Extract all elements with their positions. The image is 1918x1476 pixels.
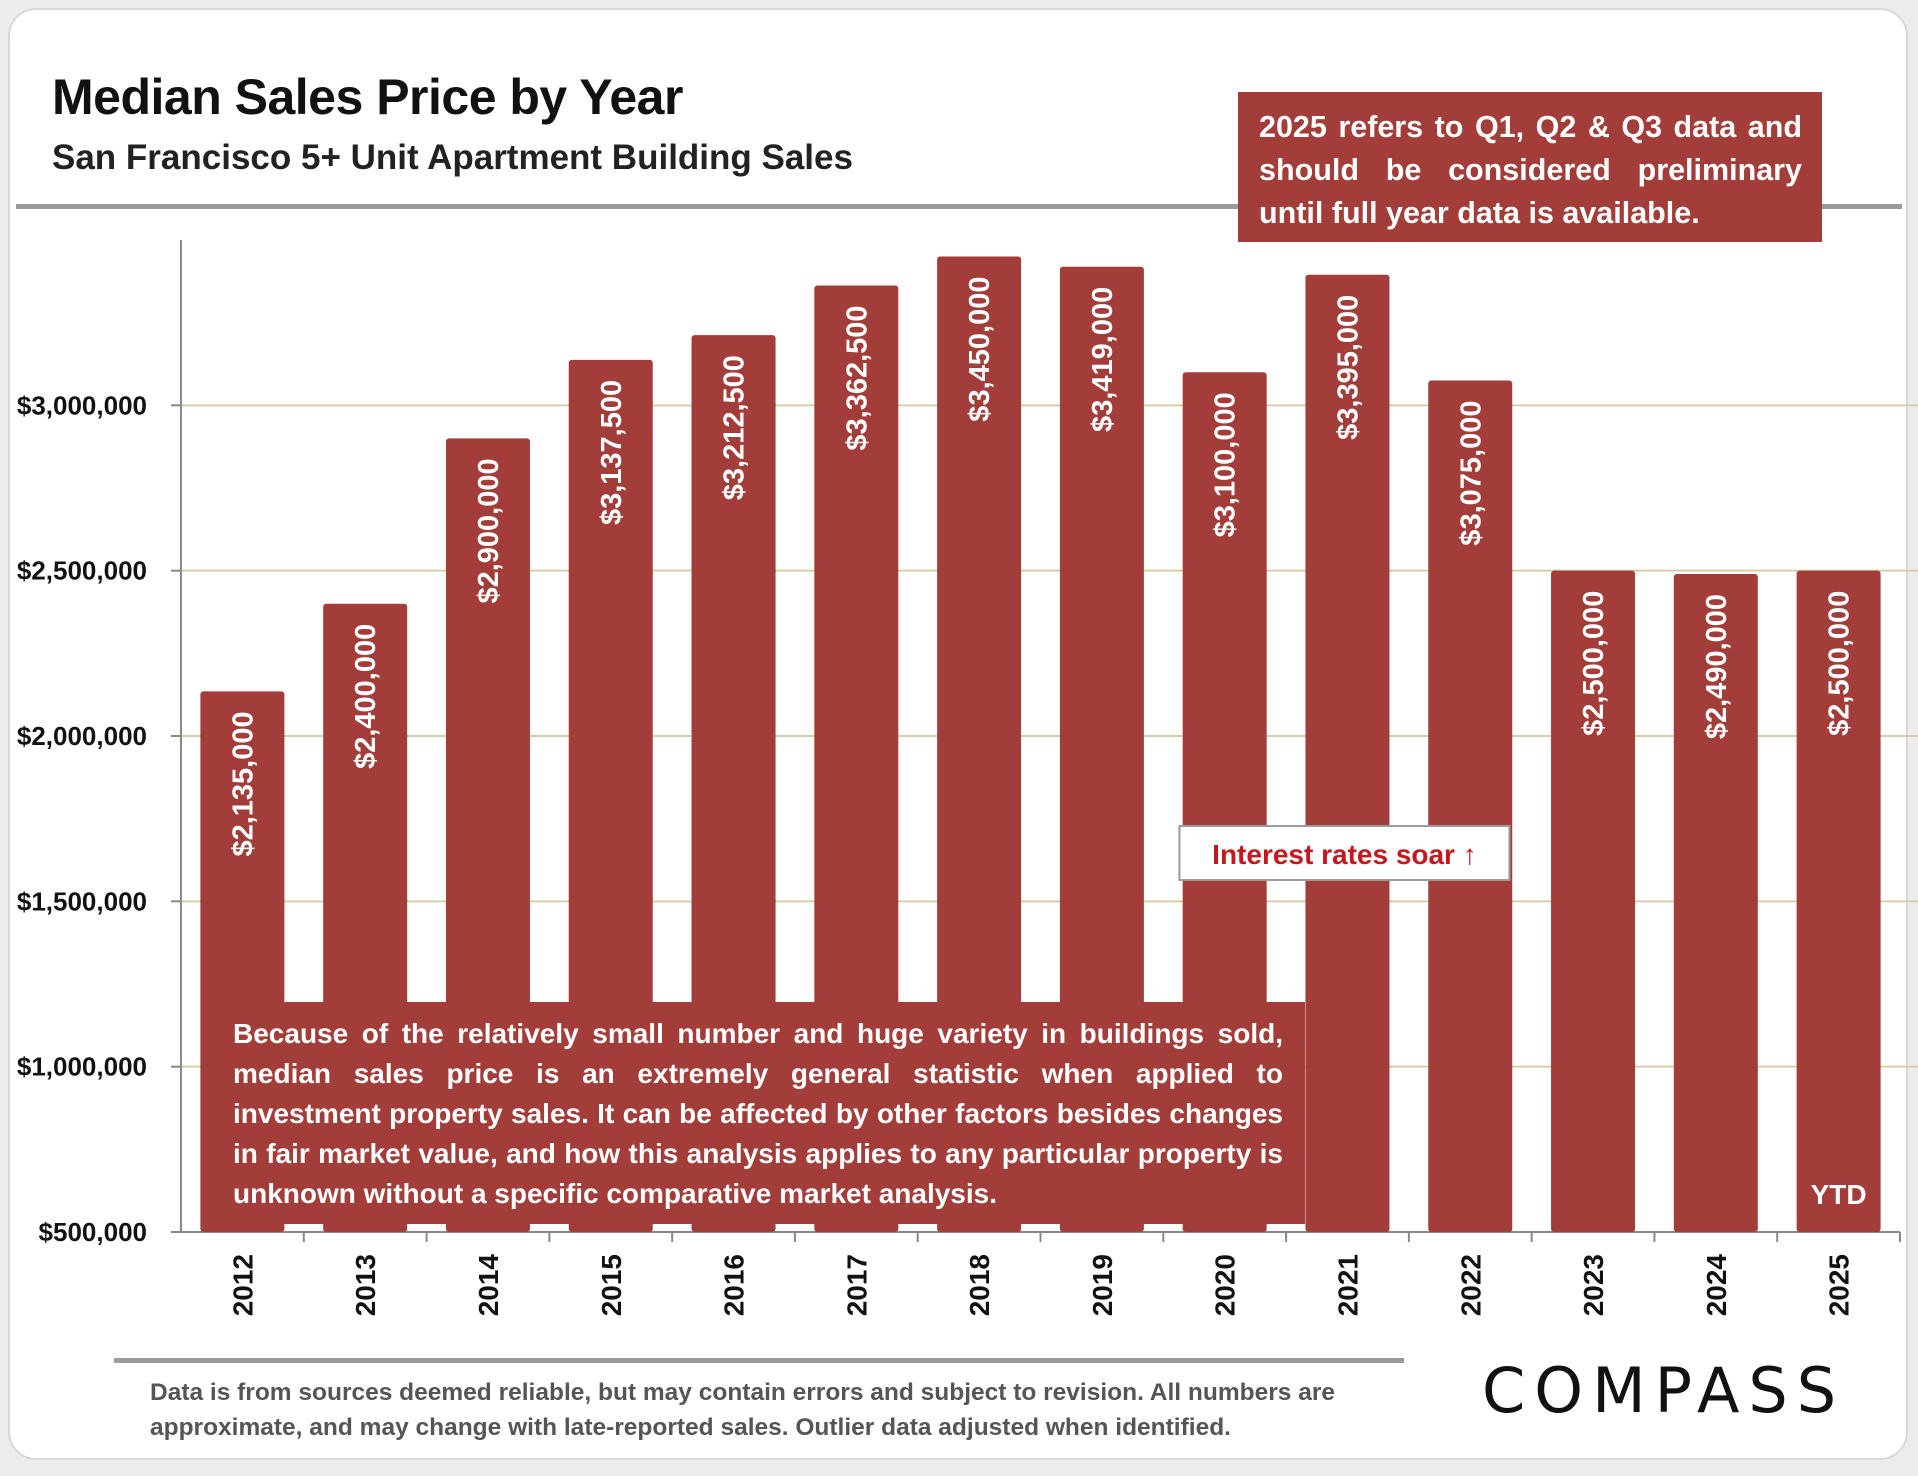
x-tick-label: 2020 xyxy=(1210,1254,1241,1316)
data-label: $2,490,000 xyxy=(1701,594,1733,739)
x-tick-label: 2021 xyxy=(1332,1254,1363,1316)
interest-rates-annotation-box xyxy=(1178,825,1511,881)
methodology-note: Because of the relatively small number a… xyxy=(201,1002,1305,1224)
bar-2025 xyxy=(1796,570,1881,1232)
interest-rates-annotation: Interest rates soar ↑ xyxy=(1212,839,1477,870)
y-tick-label: $1,000,000 xyxy=(17,1052,147,1082)
x-tick-label: 2022 xyxy=(1455,1254,1486,1316)
x-tick-label: 2018 xyxy=(964,1254,995,1316)
data-label: $2,135,000 xyxy=(227,711,259,856)
y-tick-label: $3,000,000 xyxy=(17,390,147,420)
x-tick-label: 2016 xyxy=(719,1254,750,1316)
x-tick-label: 2023 xyxy=(1578,1254,1609,1316)
compass-logo: COMPASS xyxy=(1482,1354,1846,1427)
data-label: $3,395,000 xyxy=(1332,295,1364,440)
y-tick-label: $500,000 xyxy=(39,1217,147,1247)
x-tick-label: 2012 xyxy=(227,1254,258,1316)
page-title: Median Sales Price by Year xyxy=(52,69,683,125)
data-label: $3,212,500 xyxy=(719,355,751,500)
x-tick-label: 2024 xyxy=(1701,1254,1732,1317)
data-label: $3,137,500 xyxy=(596,380,628,525)
bar-2021 xyxy=(1305,274,1390,1233)
methodology-note-text: Because of the relatively small number a… xyxy=(201,1002,1305,1224)
data-label: $2,900,000 xyxy=(473,458,505,603)
bar-2019 xyxy=(1059,266,1144,1232)
data-label: $2,400,000 xyxy=(350,624,382,769)
data-label: $3,450,000 xyxy=(964,277,996,422)
x-tick-label: 2025 xyxy=(1824,1254,1855,1316)
page-subtitle: San Francisco 5+ Unit Apartment Building… xyxy=(52,138,853,177)
y-tick-label: $2,500,000 xyxy=(17,556,147,586)
data-label: $3,075,000 xyxy=(1455,401,1487,546)
data-disclaimer: Data is from sources deemed reliable, bu… xyxy=(150,1379,1335,1441)
x-tick-label: 2015 xyxy=(596,1254,627,1316)
y-tick-label: $1,500,000 xyxy=(17,886,147,916)
data-label: $2,500,000 xyxy=(1824,591,1856,736)
title-divider xyxy=(16,204,1902,209)
data-label: $3,100,000 xyxy=(1210,392,1242,537)
bar-2018 xyxy=(937,256,1022,1232)
x-tick-label: 2013 xyxy=(350,1254,381,1316)
ytd-label: YTD xyxy=(1811,1179,1867,1210)
x-tick-label: 2019 xyxy=(1087,1254,1118,1316)
footer-divider xyxy=(114,1358,1404,1363)
data-label: $3,419,000 xyxy=(1087,287,1119,432)
preliminary-data-note: 2025 refers to Q1, Q2 & Q3 data and shou… xyxy=(1238,92,1822,242)
y-tick-label: $2,000,000 xyxy=(17,721,147,751)
data-label: $3,362,500 xyxy=(841,305,873,450)
bar-2017 xyxy=(814,285,899,1232)
x-tick-label: 2014 xyxy=(473,1254,504,1317)
bar-2023 xyxy=(1551,570,1636,1232)
x-tick-label: 2017 xyxy=(841,1254,872,1316)
bar-2022 xyxy=(1428,380,1513,1232)
bar-2024 xyxy=(1673,573,1758,1232)
data-label: $2,500,000 xyxy=(1578,591,1610,736)
